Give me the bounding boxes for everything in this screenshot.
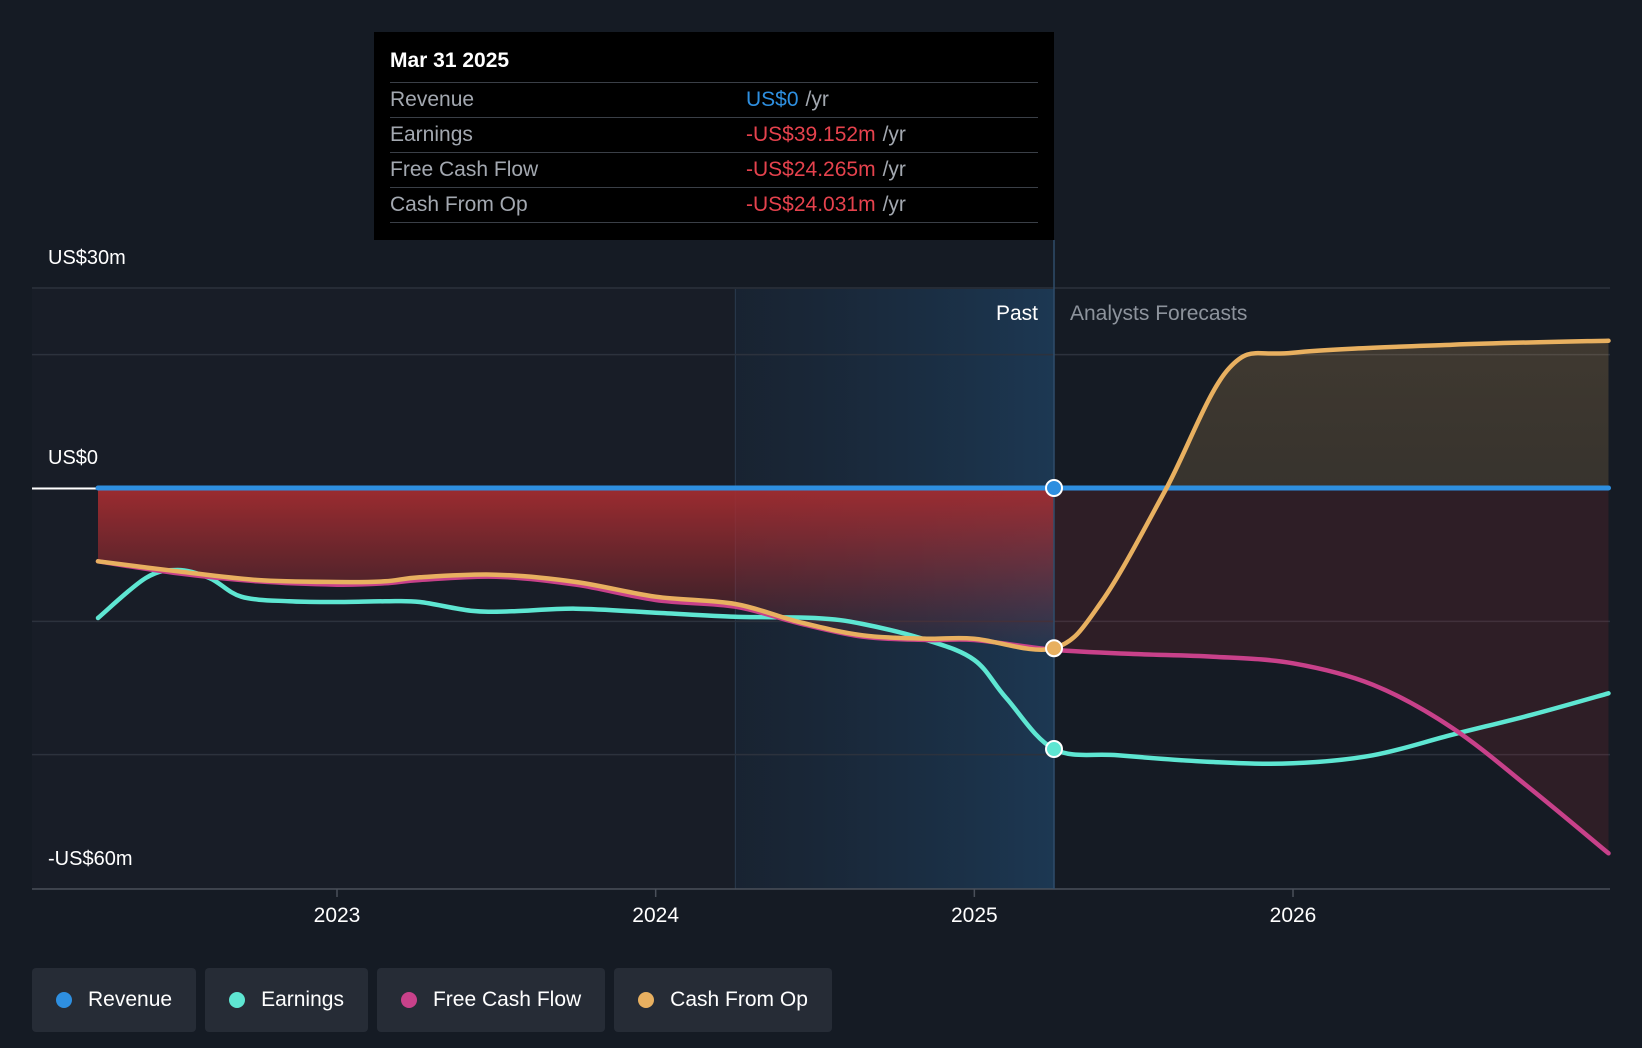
legend-item-free-cash-flow[interactable]: Free Cash Flow (376, 968, 606, 1032)
tooltip-unit: /yr (882, 123, 906, 146)
legend-label: Earnings (261, 988, 344, 1011)
tooltip-value: US$0 (746, 88, 799, 111)
legend-label: Cash From Op (670, 988, 808, 1011)
x-tick-label: 2023 (314, 904, 361, 927)
legend-item-revenue[interactable]: Revenue (32, 968, 197, 1032)
tooltip: Mar 31 2025 Revenue US$0 /yr Earnings -U… (374, 32, 1054, 240)
current-marker-earnings (1045, 740, 1064, 759)
current-marker-revenue (1045, 479, 1064, 497)
positive-area-future (1054, 340, 1609, 488)
tooltip-unit: /yr (882, 193, 906, 216)
y-tick-label: US$0 (48, 447, 98, 469)
tooltip-row-free-cash-flow: Free Cash Flow -US$24.265m /yr (390, 153, 1038, 188)
negative-area-past (97, 488, 1055, 649)
tooltip-label: Cash From Op (390, 193, 528, 216)
tooltip-row-cash-from-op: Cash From Op -US$24.031m /yr (390, 188, 1038, 223)
free-cash-flow-dot-icon (400, 992, 417, 1008)
tooltip-unit: /yr (805, 88, 829, 111)
tooltip-value: -US$39.152m (746, 123, 876, 146)
x-tick-label: 2024 (632, 904, 679, 927)
tooltip-value: -US$24.265m (746, 158, 876, 181)
tooltip-unit: /yr (882, 158, 906, 181)
y-tick-label: -US$60m (48, 848, 132, 870)
x-tick-label: 2025 (951, 904, 998, 927)
cash-from-op-dot-icon (638, 992, 655, 1008)
earnings-dot-icon (229, 992, 246, 1008)
tooltip-date: Mar 31 2025 (390, 46, 1038, 83)
past-label: Past (996, 302, 1038, 325)
legend: Revenue Earnings Free Cash Flow Cash Fro… (32, 968, 832, 1032)
tooltip-row-revenue: Revenue US$0 /yr (390, 83, 1038, 118)
legend-item-earnings[interactable]: Earnings (205, 968, 368, 1032)
forecast-label: Analysts Forecasts (1070, 302, 1247, 325)
tooltip-row-earnings: Earnings -US$39.152m /yr (390, 118, 1038, 153)
x-tick-label: 2026 (1270, 904, 1317, 927)
legend-label: Revenue (88, 988, 173, 1011)
legend-label: Free Cash Flow (432, 988, 582, 1011)
tooltip-label: Free Cash Flow (390, 158, 539, 181)
tooltip-label: Revenue (390, 88, 475, 111)
series-line-cash-from-op (95, 338, 1611, 652)
current-marker-cash-from-op (1045, 639, 1064, 658)
legend-item-cash-from-op[interactable]: Cash From Op (614, 968, 832, 1032)
y-tick-label: US$30m (48, 247, 126, 269)
tooltip-label: Earnings (390, 123, 473, 146)
tooltip-value: -US$24.031m (746, 193, 876, 216)
revenue-dot-icon (56, 992, 72, 1008)
